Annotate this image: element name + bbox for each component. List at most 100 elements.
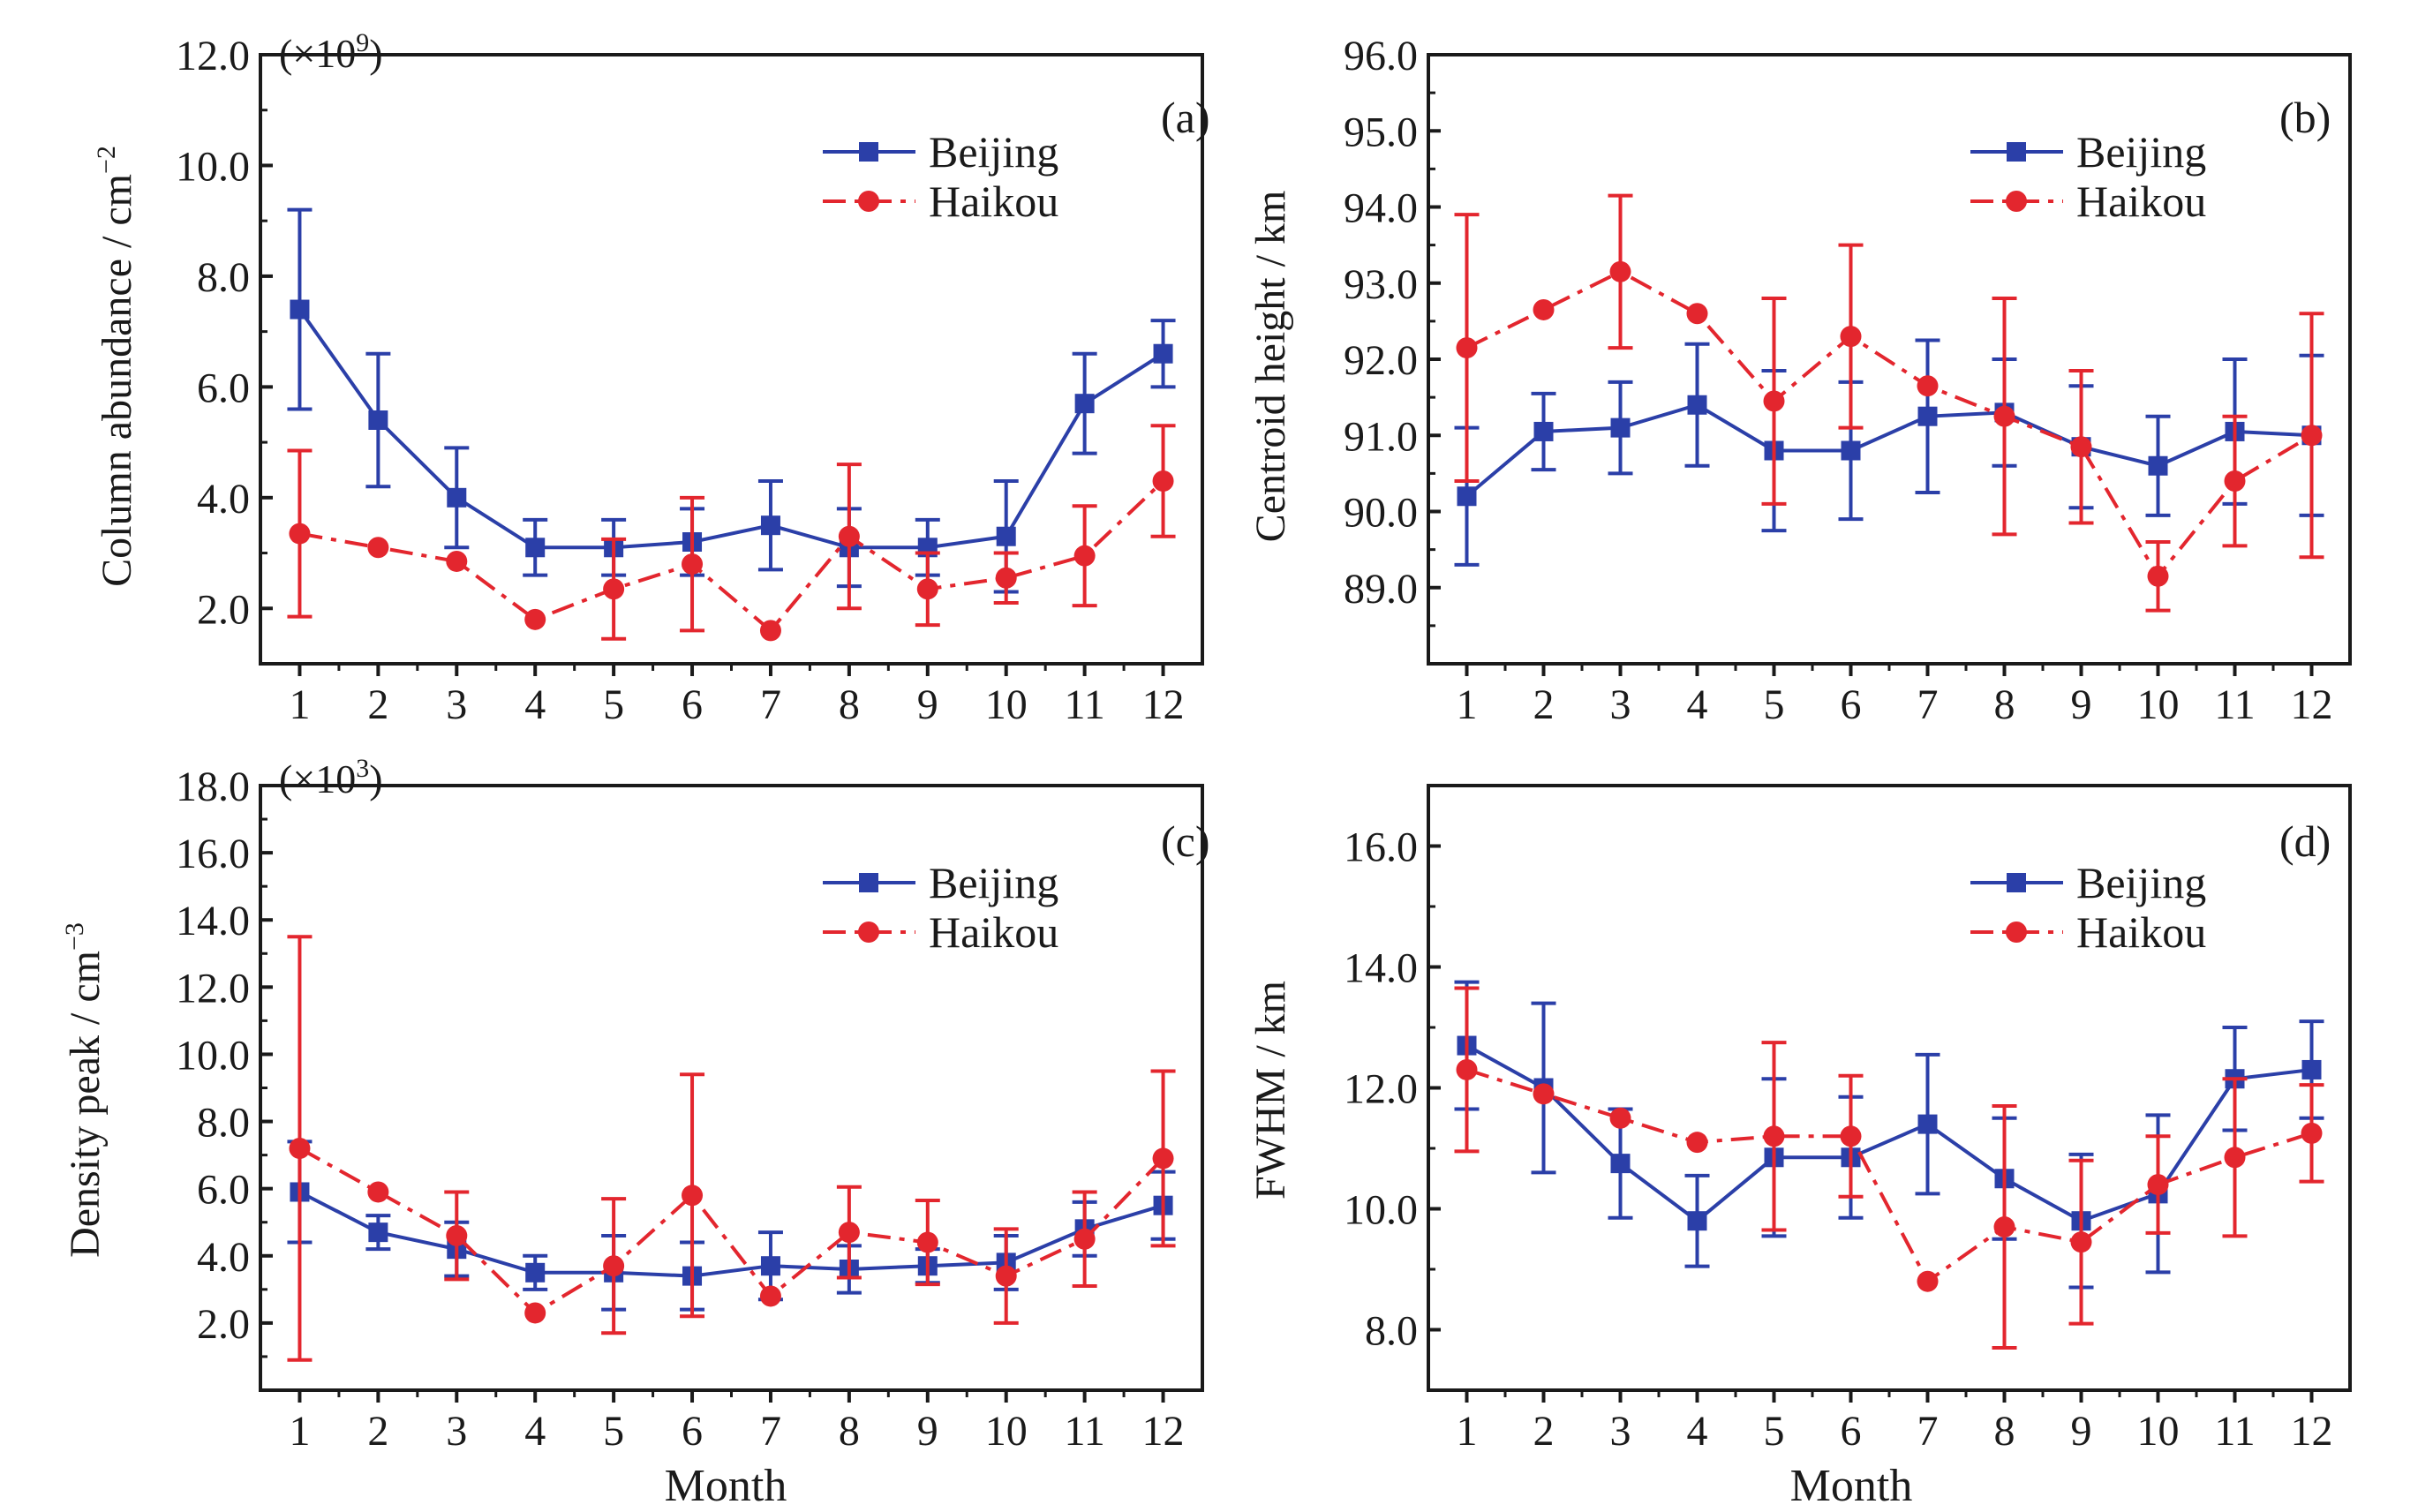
data-point (916, 578, 938, 600)
data-point (1687, 395, 1707, 415)
data-point (838, 1222, 860, 1244)
y-tick-label: 12.0 (1344, 1066, 1418, 1113)
x-tick-label: 8 (1994, 681, 2015, 728)
legend-label: Beijing (2076, 858, 2206, 907)
legend-marker (2007, 873, 2026, 892)
panel-c-xlabel: Month (665, 1461, 787, 1511)
x-tick-label: 8 (1994, 1408, 2015, 1455)
data-point (916, 1231, 938, 1253)
data-point (289, 523, 311, 545)
panel-d: (d) FWHM / km Month 8.0 10.0 12.0 14.0 16.0 1… (1247, 784, 2352, 1511)
x-tick-label: 3 (1610, 1408, 1631, 1455)
data-point (1687, 1211, 1707, 1231)
data-point (1456, 1058, 1478, 1080)
legend-marker (858, 921, 879, 943)
data-point (2224, 1147, 2246, 1169)
data-point (1610, 417, 1631, 438)
legend-label: Beijing (929, 127, 1058, 177)
y-tick-label: 92.0 (1344, 337, 1418, 384)
x-tick-label: 1 (1457, 1408, 1478, 1455)
data-point (1456, 337, 1478, 359)
panel-d-ylabel: FWHM / km (1247, 981, 1294, 1200)
y-tick-label: 95.0 (1344, 109, 1418, 155)
series-line (298, 1190, 1164, 1278)
panel-d-label: (d) (2279, 816, 2331, 866)
y-tick-label: 16.0 (1344, 824, 1418, 871)
x-tick-label: 12 (1142, 681, 1185, 728)
data-point (1840, 326, 1862, 348)
x-tick-label: 10 (985, 1408, 1028, 1455)
series-haikou (1454, 986, 2324, 1350)
x-tick-label: 3 (446, 681, 467, 728)
data-point (524, 1302, 546, 1324)
x-tick-label: 5 (603, 681, 624, 728)
x-tick-label: 12 (1142, 1408, 1185, 1455)
x-tick-label: 11 (2214, 1408, 2255, 1455)
legend-marker (859, 873, 878, 892)
data-point (525, 538, 546, 558)
data-point (2224, 470, 2246, 492)
series-haikou (287, 424, 1176, 642)
x-tick-label: 6 (1841, 681, 1862, 728)
x-tick-label: 4 (524, 681, 546, 728)
data-point (995, 567, 1017, 589)
plot-frame (259, 784, 1204, 1392)
y-tick-label: 6.0 (197, 1167, 250, 1214)
data-point (2147, 1174, 2169, 1196)
y-tick-label: 16.0 (176, 831, 250, 877)
legend-label: Haikou (929, 177, 1058, 226)
x-tick-label: 9 (917, 1408, 938, 1455)
data-point (682, 1185, 704, 1207)
x-tick-label: 2 (1533, 681, 1555, 728)
x-tick-label: 11 (2214, 681, 2255, 728)
data-point (1763, 390, 1785, 412)
data-point (367, 537, 389, 559)
y-tick-label: 6.0 (197, 365, 250, 411)
x-tick-label: 7 (1917, 1408, 1939, 1455)
series-line (1465, 269, 2313, 580)
data-point (1686, 1132, 1708, 1154)
x-tick-label: 4 (1687, 681, 1708, 728)
series-line (1465, 402, 2312, 498)
x-tick-label: 3 (1610, 681, 1631, 728)
panel-d-xlabel: Month (1790, 1461, 1913, 1511)
y-tick-label: 12.0 (176, 965, 250, 1012)
data-point (1073, 545, 1096, 567)
data-point (524, 608, 546, 630)
data-point (1609, 260, 1631, 282)
data-point (1917, 375, 1939, 397)
data-point (1917, 1114, 1938, 1134)
series-haikou (287, 935, 1176, 1362)
panel-a-ylabel: Column abundance / cm−2 (92, 146, 140, 587)
x-tick-label: 7 (760, 681, 781, 728)
legend-label: Beijing (929, 858, 1058, 907)
x-tick-label: 11 (1065, 681, 1105, 728)
data-point (1457, 486, 1477, 507)
data-point (1917, 406, 1938, 426)
x-tick-label: 5 (1764, 1408, 1785, 1455)
x-tick-label: 3 (446, 1408, 467, 1455)
data-point (1533, 298, 1555, 320)
x-tick-label: 9 (917, 681, 938, 728)
x-tick-label: 4 (1687, 1408, 1708, 1455)
x-tick-label: 8 (839, 1408, 860, 1455)
data-point (2301, 1122, 2323, 1144)
legend-marker (2006, 191, 2027, 212)
x-tick-label: 2 (367, 681, 388, 728)
data-point (838, 525, 860, 547)
y-tick-label: 4.0 (197, 1234, 250, 1281)
series-line (298, 308, 1164, 550)
y-tick-label: 91.0 (1344, 413, 1418, 460)
y-tick-label: 18.0 (176, 764, 250, 810)
x-tick-label: 9 (2071, 681, 2092, 728)
data-point (1152, 470, 1174, 492)
series-beijing (287, 207, 1176, 594)
data-point (368, 1222, 388, 1243)
legend-label: Beijing (2076, 127, 2206, 177)
data-point (368, 410, 388, 430)
x-tick-label: 6 (1841, 1408, 1862, 1455)
series-beijing (1454, 980, 2324, 1290)
data-point (1533, 421, 1554, 441)
x-tick-label: 11 (1065, 1408, 1105, 1455)
data-point (759, 1285, 781, 1307)
